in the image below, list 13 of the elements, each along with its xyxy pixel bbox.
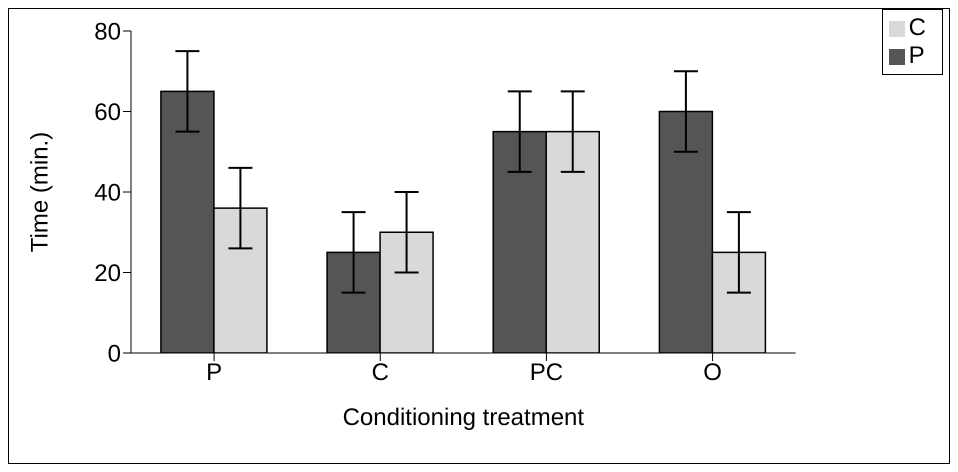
y-axis-title: Time (min.) (26, 132, 54, 252)
legend-label: C (908, 14, 926, 41)
y-tick-label: 60 (94, 99, 121, 126)
x-tick-label: PC (530, 359, 564, 386)
y-tick-label: 20 (94, 260, 121, 288)
x-tick-label: O (703, 359, 722, 386)
y-tick-label: 40 (94, 180, 121, 207)
legend-label: P (908, 42, 925, 69)
x-axis-title: Conditioning treatment (342, 404, 584, 431)
y-tick-label: 0 (108, 340, 121, 368)
y-tick-label: 80 (94, 18, 121, 46)
x-tick-label: P (206, 359, 222, 386)
x-tick-label: C (372, 359, 389, 386)
